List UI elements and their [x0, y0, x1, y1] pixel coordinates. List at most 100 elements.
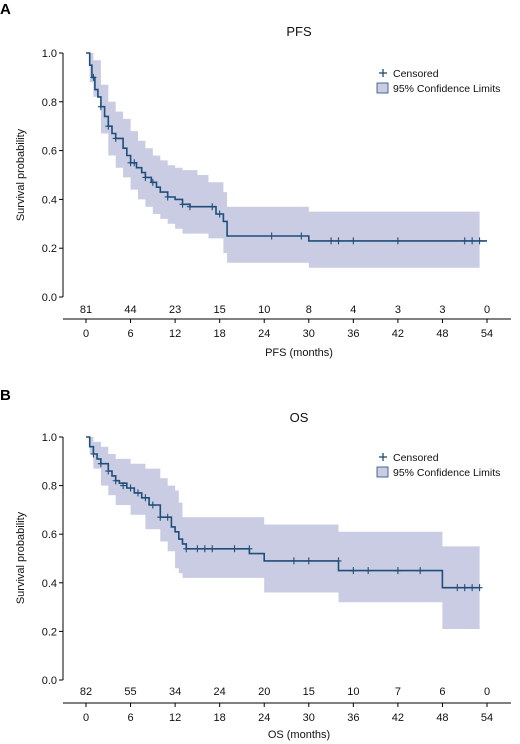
at-risk-count: 23	[169, 304, 181, 316]
censor-mark	[469, 237, 476, 245]
at-risk-count: 10	[258, 304, 270, 316]
x-tick-label: 42	[392, 712, 404, 724]
censor-mark	[328, 237, 335, 245]
censor-mark	[90, 73, 97, 81]
x-tick-label: 18	[214, 712, 226, 724]
censor-mark	[231, 545, 238, 553]
y-ticks-pfs: 0.0 0.2 0.4 0.6 0.8 1.0	[42, 48, 63, 304]
at-risk-row-pfs: 81 44 23 15 10 8 4 3 3 0	[80, 304, 490, 316]
x-tick-label: 54	[481, 328, 493, 340]
legend-ci-label-os: 95% Confidence Limits	[393, 467, 500, 479]
survival-step-line	[86, 52, 487, 242]
chart-title-pfs: PFS	[286, 24, 312, 39]
y-tick-label: 0.2	[42, 626, 57, 638]
censor-mark	[476, 237, 483, 245]
panel-os: B OS 0.0 0.2 0.4 0.6 0.8 1.0 0 6 12 18 24 30 36 42 48…	[0, 387, 511, 741]
x-axis-label-pfs: PFS (months)	[265, 347, 333, 359]
at-risk-count: 4	[350, 304, 356, 316]
legend-pfs: Censored 95% Confidence Limits	[376, 68, 500, 95]
censor-mark	[97, 460, 104, 468]
x-tick-label: 36	[347, 328, 359, 340]
x-tick-label: 0	[83, 712, 89, 724]
ci-band-area	[86, 437, 480, 629]
censor-mark	[134, 489, 141, 497]
censor-mark	[179, 200, 186, 208]
censor-mark	[183, 545, 190, 553]
x-ticks-pfs: 0 6 12 18 24 30 36 42 48 54	[83, 319, 493, 340]
x-tick-label: 6	[127, 712, 133, 724]
censor-mark	[216, 210, 223, 218]
censor-mark	[350, 567, 357, 575]
at-risk-count: 34	[169, 686, 181, 698]
censor-mark	[105, 122, 112, 130]
x-tick-label: 54	[481, 712, 493, 724]
censor-mark	[335, 237, 342, 245]
censor-mark	[127, 484, 134, 492]
x-tick-label: 12	[169, 712, 181, 724]
censor-mark	[365, 567, 372, 575]
censor-mark	[149, 501, 156, 509]
x-tick-label: 12	[169, 328, 181, 340]
censor-mark	[335, 557, 342, 565]
at-risk-count: 0	[484, 686, 490, 698]
x-ticks-os: 0 6 12 18 24 30 36 42 48 54	[83, 703, 493, 724]
at-risk-count: 6	[439, 686, 445, 698]
y-tick-label: 0.2	[42, 243, 57, 255]
at-risk-count: 82	[80, 686, 92, 698]
censor-mark	[290, 557, 297, 565]
censor-mark	[131, 159, 138, 167]
censor-mark	[209, 545, 216, 553]
legend-censored-label-os: Censored	[393, 452, 439, 464]
censor-mark	[298, 232, 305, 240]
censor-mark	[97, 103, 104, 111]
x-tick-label: 42	[392, 328, 404, 340]
censor-mark	[201, 545, 208, 553]
x-tick-label: 24	[258, 328, 270, 340]
censor-mark	[394, 567, 401, 575]
x-tick-label: 24	[258, 712, 270, 724]
panel-pfs: A PFS 0.00.20.40.60.81.0 0 6 12 18 24 30 36 42 4…	[0, 1, 511, 359]
censor-mark	[164, 513, 171, 521]
x-tick-label: 48	[436, 712, 448, 724]
at-risk-count: 81	[80, 304, 92, 316]
x-tick-label: 18	[214, 328, 226, 340]
at-risk-count: 15	[303, 686, 315, 698]
y-tick-label: 0.8	[42, 481, 57, 493]
x-axis-label-os: OS (months)	[268, 729, 330, 741]
legend-ci-swatch-pfs	[376, 82, 389, 94]
at-risk-count: 8	[306, 304, 312, 316]
y-tick-label: 0.6	[42, 529, 57, 541]
censor-mark	[476, 584, 483, 592]
legend-ci-label-pfs: 95% Confidence Limits	[393, 83, 500, 95]
ci-band-area	[86, 53, 480, 268]
y-axis-label-os: Survival probability	[15, 511, 27, 604]
censor-mark	[461, 584, 468, 592]
x-tick-label: 0	[83, 328, 89, 340]
at-risk-count: 20	[258, 686, 270, 698]
censor-mark	[120, 482, 127, 490]
at-risk-count: 7	[395, 686, 401, 698]
legend-censored-label-pfs: Censored	[393, 68, 439, 80]
y-ticks-os: 0.0 0.2 0.4 0.6 0.8 1.0	[42, 432, 63, 687]
at-risk-count: 0	[484, 304, 490, 316]
censor-mark	[268, 232, 275, 240]
at-risk-row-os: 82 55 34 24 20 15 10 7 6 0	[80, 686, 490, 698]
x-tick-label: 30	[303, 328, 315, 340]
censor-mark	[112, 134, 119, 142]
legend-censored-marker-os	[379, 453, 387, 461]
censor-mark	[461, 237, 468, 245]
y-tick-label: 0.0	[42, 675, 57, 687]
legend-os: Censored 95% Confidence Limits	[376, 452, 500, 479]
survival-curve-pfs	[86, 52, 487, 242]
at-risk-count: 10	[347, 686, 359, 698]
x-tick-label: 30	[303, 712, 315, 724]
at-risk-count: 15	[214, 304, 226, 316]
y-tick-label: 0.4	[42, 578, 57, 590]
y-tick-label: 0.6	[42, 146, 57, 158]
censor-mark	[164, 193, 171, 201]
legend-ci-swatch-os	[376, 466, 389, 478]
censor-marks-os	[90, 450, 483, 592]
censor-mark	[90, 450, 97, 458]
panel-letter-a: A	[0, 1, 11, 18]
